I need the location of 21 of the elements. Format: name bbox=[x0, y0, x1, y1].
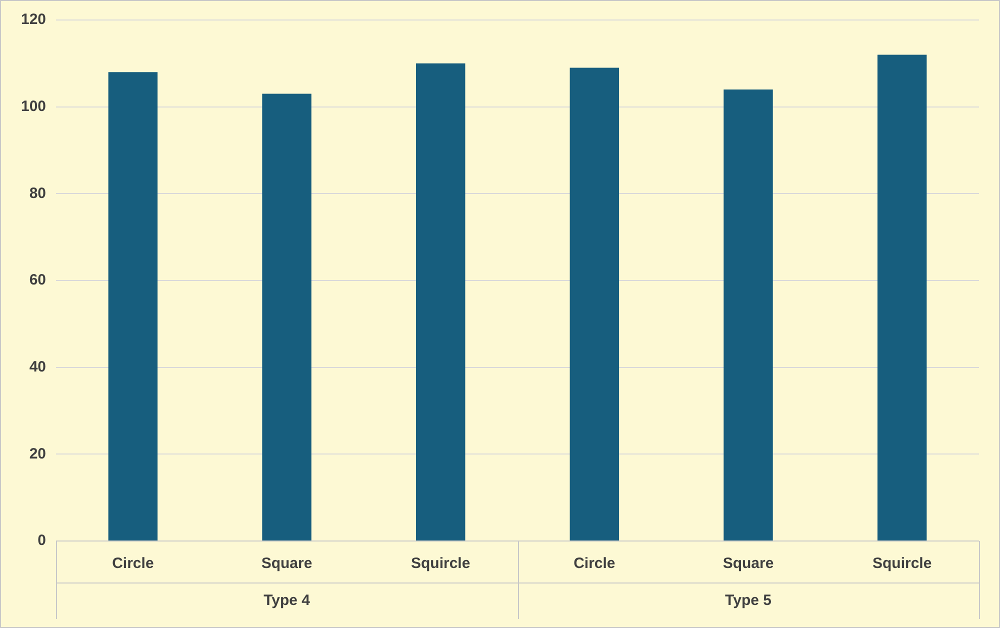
x-tick-label: Circle bbox=[112, 555, 154, 572]
x-tick-label: Squircle bbox=[411, 555, 470, 572]
y-tick-label: 60 bbox=[29, 272, 46, 289]
y-tick-label: 20 bbox=[29, 445, 46, 462]
x-tick-label: Square bbox=[261, 555, 312, 572]
y-tick-label: 40 bbox=[29, 358, 46, 376]
x-tick-label: Squircle bbox=[872, 555, 932, 572]
y-tick-label: 80 bbox=[29, 184, 46, 202]
text: Type 5 bbox=[725, 592, 772, 610]
bar bbox=[570, 68, 620, 540]
y-tick-label: 100 bbox=[20, 98, 46, 115]
bar bbox=[877, 54, 927, 540]
x-tick-label: Circle bbox=[574, 555, 616, 572]
bar bbox=[262, 94, 312, 540]
x-tick-label: Square bbox=[722, 555, 774, 572]
y-tick-label: 120 bbox=[20, 11, 46, 28]
bar bbox=[724, 89, 773, 540]
y-tick-label: 0 bbox=[38, 532, 46, 550]
bar bbox=[108, 72, 158, 540]
text: Type 4 bbox=[264, 592, 311, 610]
bar bbox=[416, 63, 466, 540]
